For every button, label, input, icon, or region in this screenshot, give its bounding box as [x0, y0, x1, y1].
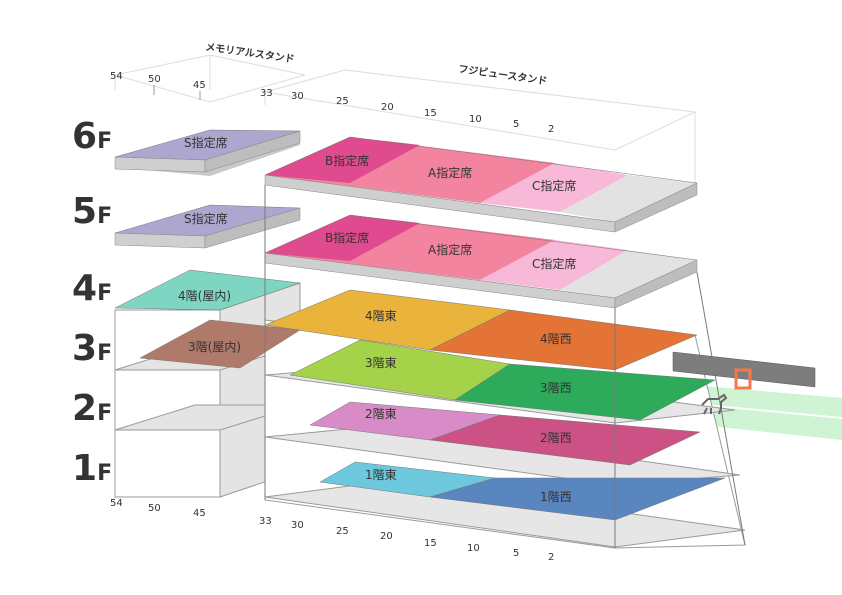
floor-4-indoor-slab — [114, 269, 301, 311]
zone-label-4f-indoor: 4階(屋内) — [178, 288, 231, 303]
floor-5-memorial-slab — [114, 204, 301, 249]
tick-label: 33 — [260, 88, 273, 99]
tick-label: 50 — [148, 503, 161, 514]
tick-label: 50 — [148, 74, 161, 85]
tick-label: 20 — [381, 102, 394, 113]
floor-3-fuji-slab — [289, 339, 716, 421]
zone-label-3f-west: 3階西 — [540, 380, 572, 395]
zone-label-4f-west: 4階西 — [540, 331, 572, 346]
tick-label: 54 — [110, 71, 123, 82]
zone-label-a5: A指定席 — [428, 242, 472, 257]
finish-post — [672, 351, 816, 390]
floor-label-5f: 5F — [72, 191, 112, 232]
tick-label: 54 — [110, 498, 123, 509]
tick-label: 5 — [513, 119, 519, 130]
fuji-top-ticks: 33 30 25 20 15 10 5 2 — [260, 88, 554, 135]
tick-label: 30 — [291, 91, 304, 102]
tick-label: 25 — [336, 96, 349, 107]
memorial-stand-frame — [114, 54, 306, 103]
floor-label-3f: 3F — [72, 328, 112, 369]
zone-label-c6: C指定席 — [532, 178, 576, 193]
floor-3-indoor-slab — [139, 319, 301, 369]
zone-label-1f-east: 1階東 — [365, 467, 397, 482]
zone-label-1f-west: 1階西 — [540, 489, 572, 504]
tick-label: 15 — [424, 108, 437, 119]
zone-label-2f-east: 2階東 — [365, 406, 397, 421]
tick-label: 33 — [259, 516, 272, 527]
tick-label: 10 — [469, 114, 482, 125]
memorial-bottom-ticks: 54 50 45 — [110, 498, 206, 519]
floor-label-1f: 1F — [72, 448, 112, 489]
tick-label: 2 — [548, 124, 554, 135]
floor-4-fuji-slab — [264, 289, 698, 371]
zone-label-b6: B指定席 — [325, 153, 369, 168]
floor-labels: 6F 5F 4F 3F 2F 1F — [72, 116, 112, 489]
tick-label: 15 — [424, 538, 437, 549]
fuji-bottom-ticks: 33 30 25 20 15 10 5 2 — [259, 516, 554, 563]
memorial-stand-title: メモリアルスタンド — [205, 41, 296, 65]
floor-label-2f: 2F — [72, 388, 112, 429]
tick-label: 30 — [291, 520, 304, 531]
floor-1-fuji-slab — [319, 461, 726, 521]
zone-label-3f-indoor: 3階(屋内) — [188, 339, 241, 354]
zone-label-c5: C指定席 — [532, 256, 576, 271]
tick-label: 10 — [467, 543, 480, 554]
floor-6-memorial-slab — [114, 129, 301, 176]
tick-label: 25 — [336, 526, 349, 537]
fuji-stand-frame — [264, 69, 697, 185]
zone-label-2f-west: 2階西 — [540, 430, 572, 445]
tick-label: 45 — [193, 508, 206, 519]
floor-2-fuji-slab — [309, 401, 701, 466]
zone-label-3f-east: 3階東 — [365, 355, 397, 370]
tick-label: 45 — [193, 80, 206, 91]
floor-label-6f: 6F — [72, 116, 112, 157]
floor-5-fuji-slab — [264, 214, 698, 309]
zone-label-4f-east: 4階東 — [365, 308, 397, 323]
zone-label-b5: B指定席 — [325, 230, 369, 245]
floor-6-fuji-slab — [264, 136, 698, 233]
memorial-top-ticks: 54 50 45 — [110, 71, 206, 100]
zone-label-s5: S指定席 — [184, 211, 228, 226]
floor-label-4f: 4F — [72, 268, 112, 309]
tick-label: 5 — [513, 548, 519, 559]
zone-labels: S指定席 S指定席 B指定席 A指定席 C指定席 B指定席 A指定席 C指定席 … — [178, 135, 576, 504]
zone-label-a6: A指定席 — [428, 165, 472, 180]
fuji-stand-title: フジビュースタンド — [458, 62, 548, 87]
tick-label: 2 — [548, 552, 554, 563]
tick-label: 20 — [380, 531, 393, 542]
zone-label-s6: S指定席 — [184, 135, 228, 150]
horse-icon — [701, 393, 728, 415]
